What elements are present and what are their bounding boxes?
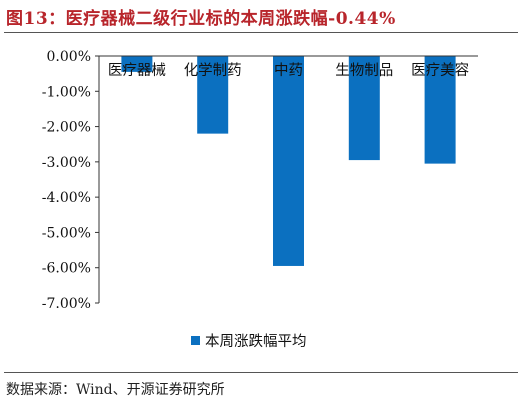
y-tick-label: -3.00% bbox=[42, 155, 91, 171]
category-labels: 医疗器械 化学制药 中药 生物制品 医疗美容 bbox=[108, 62, 469, 79]
category-label: 化学制药 bbox=[184, 62, 242, 79]
y-tick-label: -6.00% bbox=[42, 261, 91, 277]
legend-label: 本周涨跌幅平均 bbox=[205, 333, 307, 350]
y-axis: 0.00% -1.00% -2.00% -3.00% -4.00% -5.00% -6.00… bbox=[42, 49, 100, 312]
bar-1 bbox=[121, 56, 153, 72]
legend-swatch bbox=[191, 336, 200, 345]
y-tick-label: 0.00% bbox=[47, 49, 91, 65]
y-tick-label: -4.00% bbox=[42, 190, 91, 206]
bar-4 bbox=[348, 56, 380, 161]
category-label: 医疗器械 bbox=[108, 62, 166, 79]
bar-5 bbox=[424, 56, 456, 164]
category-label: 医疗美容 bbox=[411, 62, 469, 79]
source-note: 数据来源：Wind、开源证券研究所 bbox=[6, 382, 225, 398]
y-tick-label: -1.00% bbox=[42, 84, 91, 100]
legend: 本周涨跌幅平均 bbox=[191, 333, 307, 350]
top-rule bbox=[4, 32, 518, 33]
category-label: 中药 bbox=[274, 62, 303, 79]
figure-title: 图13：医疗器械二级行业标的本周涨跌幅-0.44% bbox=[6, 9, 396, 29]
bar-2 bbox=[197, 56, 229, 134]
bar-3 bbox=[273, 56, 304, 266]
y-tick-label: -7.00% bbox=[42, 296, 91, 312]
y-tick-label: -2.00% bbox=[42, 120, 91, 136]
y-tick-label: -5.00% bbox=[42, 225, 91, 241]
bottom-rule bbox=[4, 372, 518, 373]
category-label: 生物制品 bbox=[335, 62, 393, 79]
bars bbox=[99, 55, 478, 266]
bar-chart: 0.00% -1.00% -2.00% -3.00% -4.00% -5.00% -6.00… bbox=[42, 49, 478, 350]
